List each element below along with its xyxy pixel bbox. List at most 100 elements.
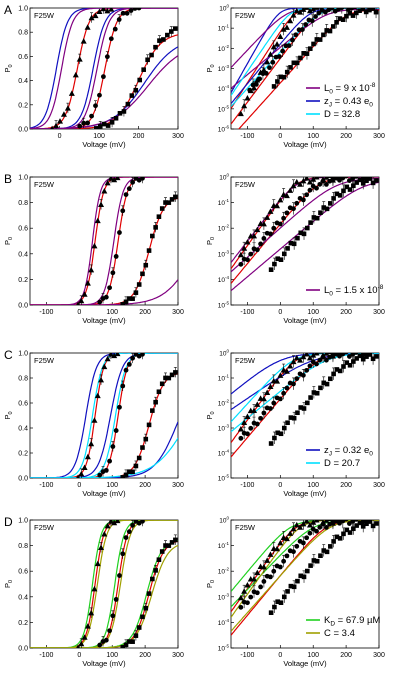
data-point-circle xyxy=(120,383,126,389)
data-point-circle xyxy=(340,520,346,524)
data-point-triangle xyxy=(108,8,115,12)
data-point-circle xyxy=(126,529,132,535)
data-point-square xyxy=(360,356,366,362)
data-point-triangle xyxy=(78,470,85,477)
panel-label: D xyxy=(4,515,13,529)
data-point-square xyxy=(136,282,142,287)
data-point-circle xyxy=(358,520,361,521)
data-point-square xyxy=(268,610,274,615)
data-point-circle xyxy=(330,177,336,181)
data-point-circle xyxy=(276,54,282,59)
data-point-triangle xyxy=(111,353,118,359)
data-point-circle xyxy=(304,192,310,198)
markers xyxy=(237,353,379,446)
data-point-square xyxy=(318,385,323,391)
data-point-circle xyxy=(314,185,319,191)
tick-label: 0.0 xyxy=(18,646,28,653)
data-point-circle xyxy=(284,553,290,559)
data-point-circle xyxy=(307,187,313,193)
tick-label: 0.8 xyxy=(18,543,28,550)
data-point-circle xyxy=(117,573,122,578)
data-point-square xyxy=(272,261,277,267)
data-point-square xyxy=(173,370,178,375)
fit-curve-red xyxy=(30,353,178,478)
data-point-circle xyxy=(313,14,318,19)
data-point-square xyxy=(166,375,172,381)
data-point-square xyxy=(314,37,320,42)
chart-panel-5: C F25W -100 0 100 200 300 Voltage (mV) 0.0 0.2 0.4… xyxy=(3,348,184,498)
panel-label: B xyxy=(4,172,12,186)
tick-label: 10-5 xyxy=(218,474,230,483)
data-point-square xyxy=(301,406,307,411)
fit-curve-olive xyxy=(30,520,178,648)
fit-curve-blue xyxy=(231,8,379,104)
data-point-square xyxy=(295,410,300,416)
data-point-triangle xyxy=(81,634,88,640)
data-point-square xyxy=(140,614,145,620)
tick-label: 10-5 xyxy=(218,104,230,113)
data-point-circle xyxy=(350,353,356,357)
tick-label: -100 xyxy=(240,133,254,140)
data-point-circle xyxy=(316,10,322,16)
data-point-triangle xyxy=(267,383,274,390)
data-point-triangle xyxy=(60,111,67,117)
chart-panel-2: F25W -100 0 100 200 300 Voltage (mV) 10-6 10-5 10… xyxy=(205,4,385,150)
data-point-triangle xyxy=(316,353,323,354)
data-point-square xyxy=(291,415,297,421)
data-point-triangle xyxy=(277,539,284,546)
data-point-square xyxy=(288,583,294,589)
fit-curve-olive xyxy=(231,520,379,618)
tick-label: 10-2 xyxy=(218,44,230,53)
data-point-circle xyxy=(300,540,306,546)
fit-curve-red xyxy=(30,197,178,305)
data-point-square xyxy=(370,356,376,362)
curves xyxy=(30,177,178,305)
data-point-triangle xyxy=(88,14,95,21)
chart-title: F25W xyxy=(235,180,256,189)
fit-curve-red xyxy=(30,353,178,478)
fit-curve-red xyxy=(30,520,178,648)
fit-curve-green xyxy=(30,520,178,648)
data-point-triangle xyxy=(84,24,91,30)
data-point-square xyxy=(334,534,340,540)
tick-label: 10-4 xyxy=(218,275,230,284)
data-point-circle xyxy=(333,520,339,522)
data-point-square xyxy=(288,65,293,70)
data-point-circle xyxy=(113,254,119,259)
data-point-triangle xyxy=(50,125,54,129)
data-point-triangle xyxy=(297,181,304,187)
tick-label: 10-3 xyxy=(218,64,230,73)
data-point-triangle xyxy=(80,38,87,44)
data-point-square xyxy=(328,376,333,382)
data-point-circle xyxy=(281,390,287,396)
fit-curve-purple xyxy=(30,177,178,305)
data-point-square xyxy=(156,557,162,562)
data-point-square xyxy=(172,26,178,31)
data-point-circle xyxy=(253,81,259,87)
data-point-circle xyxy=(97,92,102,98)
tick-label: 1.0 xyxy=(18,518,28,525)
x-axis-label: Voltage (mV) xyxy=(283,140,327,149)
data-point-circle xyxy=(291,206,296,212)
tick-label: 0.0 xyxy=(18,127,28,134)
data-point-circle xyxy=(294,200,300,206)
fit-curve-green xyxy=(30,540,178,648)
data-point-triangle xyxy=(303,520,310,524)
tick-label: 1.0 xyxy=(18,175,28,182)
data-point-square xyxy=(298,230,304,236)
data-point-circle xyxy=(93,103,98,109)
data-point-square xyxy=(337,16,343,21)
data-point-square xyxy=(314,215,320,221)
data-point-triangle xyxy=(260,563,267,570)
data-point-triangle xyxy=(306,178,313,185)
tick-label: 0.8 xyxy=(18,30,28,37)
tick-label: -100 xyxy=(39,482,53,489)
data-point-triangle xyxy=(76,644,80,648)
data-point-circle xyxy=(254,590,260,596)
data-point-triangle xyxy=(92,12,99,19)
data-point-square xyxy=(146,248,152,253)
tick-label: 200 xyxy=(139,309,151,316)
data-point-triangle xyxy=(104,8,111,14)
tick-label: 100 xyxy=(219,4,229,13)
